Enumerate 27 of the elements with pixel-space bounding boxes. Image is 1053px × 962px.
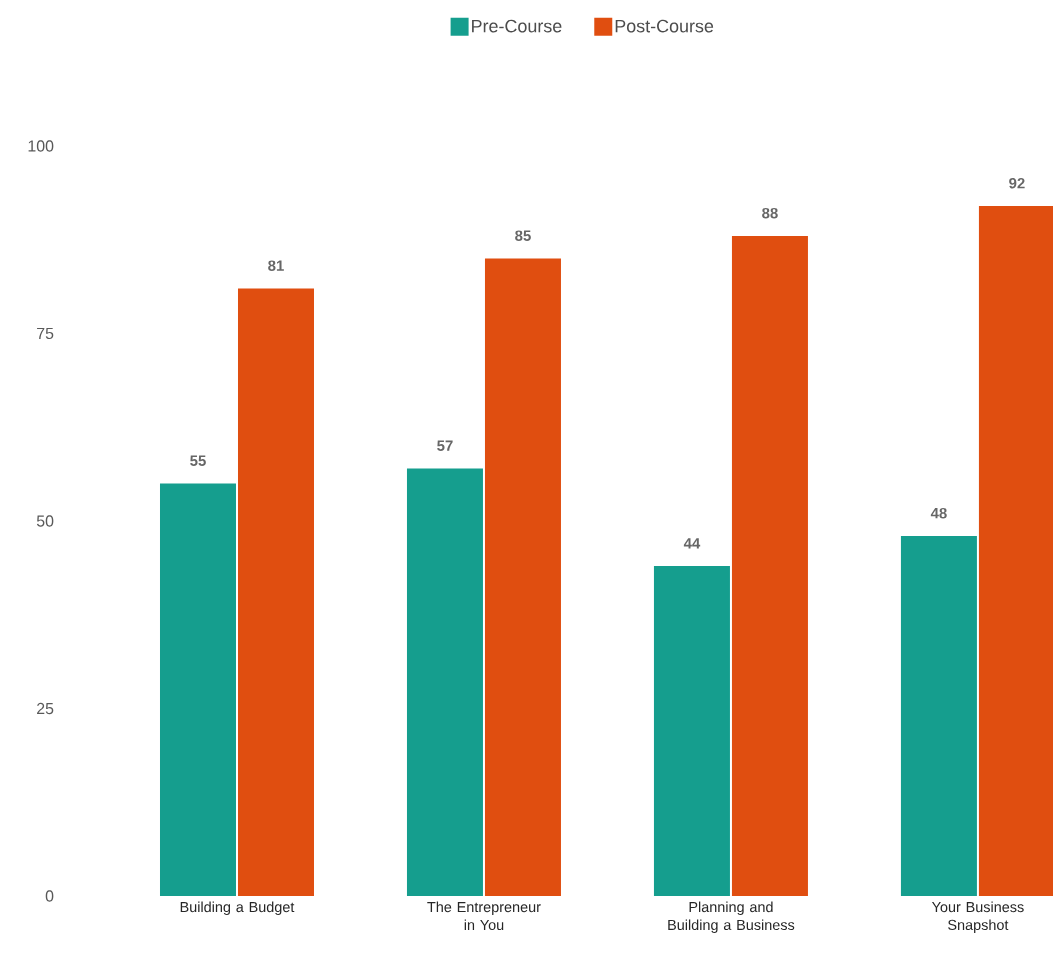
- x-tick-label: The Entrepreneur in You: [427, 901, 541, 931]
- bar: [653, 566, 730, 896]
- y-tick-label: 25: [37, 702, 54, 715]
- data-label: 81: [268, 260, 284, 271]
- data-label: 44: [683, 538, 701, 549]
- bar: [484, 258, 561, 896]
- data-label: 88: [762, 207, 778, 219]
- y-tick-label: 0: [45, 890, 54, 902]
- bar: [406, 468, 483, 896]
- y-tick-label: 50: [36, 515, 54, 527]
- data-label: 48: [930, 507, 947, 519]
- bar: [978, 205, 1053, 896]
- y-tick-label: 100: [28, 140, 54, 152]
- legend-label: Pre-Course: [472, 19, 562, 33]
- x-tick-label: Building a Budget: [180, 901, 295, 915]
- y-tick-label: 75: [37, 327, 54, 340]
- data-label: 57: [437, 440, 453, 451]
- data-label: 55: [190, 455, 206, 466]
- x-tick-label: Planning and Building a Business: [668, 901, 795, 933]
- data-label: 85: [515, 230, 531, 241]
- bar: [237, 288, 314, 896]
- bar: [731, 235, 808, 896]
- x-tick-label: Your Business Snapshot: [931, 901, 1024, 933]
- bar: [159, 483, 236, 896]
- data-label: 92: [1009, 177, 1025, 189]
- bar: [900, 536, 977, 896]
- legend-label: Post-Course: [615, 19, 714, 33]
